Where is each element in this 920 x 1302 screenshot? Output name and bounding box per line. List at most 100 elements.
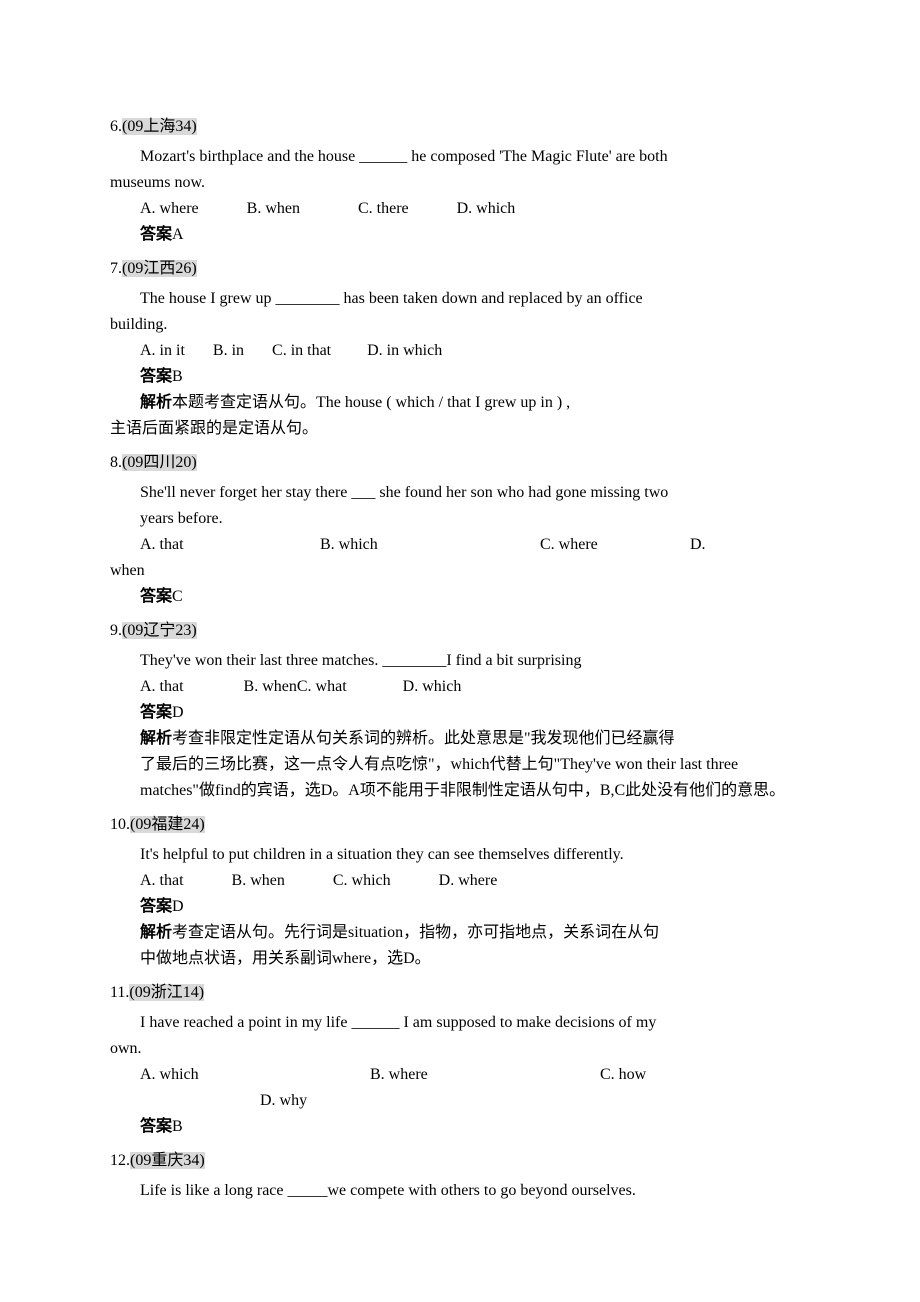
q7-answer-label: 答案 [140, 368, 172, 385]
question-6: 6.(09上海34) Mozart's birthplace and the h… [110, 115, 810, 247]
q7-opt-b: B. in [213, 339, 244, 363]
question-11: 11.(09浙江14) I have reached a point in my… [110, 981, 810, 1139]
q7-answer: 答案B [140, 365, 810, 389]
q10-opt-b: B. when [232, 869, 285, 893]
q9-opt-a: A. that [140, 675, 184, 699]
q11-stem-line1: I have reached a point in my life ______… [140, 1011, 810, 1035]
q7-analysis-line1: 解析本题考查定语从句。The house ( which / that I gr… [140, 391, 810, 415]
q9-answer: 答案D [140, 701, 810, 725]
q9-source-line: 9.(09辽宁23) [110, 619, 810, 643]
q11-opt-a: A. which [140, 1063, 370, 1087]
q10-number: 10. [110, 816, 130, 833]
q11-answer-value: B [172, 1118, 183, 1135]
q9-analysis-label: 解析 [140, 730, 172, 747]
question-10: 10.(09福建24) It's helpful to put children… [110, 813, 810, 971]
q9-source: (09辽宁23) [122, 622, 197, 639]
q6-opt-d: D. which [457, 197, 516, 221]
q8-source: (09四川20) [122, 454, 197, 471]
q7-stem-line2: building. [110, 313, 810, 337]
q8-answer-value: C [172, 588, 183, 605]
q7-opt-c: C. in that [272, 339, 331, 363]
q8-stem-line2: years before. [140, 507, 810, 531]
q9-analysis-line1: 解析考查非限定性定语从句关系词的辨析。此处意思是"我发现他们已经赢得 [140, 727, 810, 751]
q6-source-line: 6.(09上海34) [110, 115, 810, 139]
q10-opt-a: A. that [140, 869, 184, 893]
q7-number: 7. [110, 260, 122, 277]
question-7: 7.(09江西26) The house I grew up ________ … [110, 257, 810, 441]
q8-stem-line1: She'll never forget her stay there ___ s… [140, 481, 810, 505]
q6-options: A. whereB. whenC. thereD. which [140, 197, 810, 221]
q11-options: A. whichB. whereC. how [140, 1063, 810, 1087]
q10-analysis-label: 解析 [140, 924, 172, 941]
q11-answer-label: 答案 [140, 1118, 172, 1135]
q9-stem-line1: They've won their last three matches. __… [140, 649, 810, 673]
q8-options: A. thatB. whichC. whereD. [140, 533, 810, 557]
q6-answer-label: 答案 [140, 226, 172, 243]
q10-options: A. that B. when C. which D. where [140, 869, 810, 893]
q10-opt-c: C. which [333, 869, 391, 893]
question-12: 12.(09重庆34) Life is like a long race ___… [110, 1149, 810, 1203]
q10-source: (09福建24) [130, 816, 205, 833]
page-container: 6.(09上海34) Mozart's birthplace and the h… [0, 0, 920, 1302]
q10-answer-value: D [172, 898, 184, 915]
q10-analysis-line2: 中做地点状语，用关系副词where，选D。 [140, 947, 810, 971]
q6-opt-a: A. where [140, 197, 199, 221]
question-8: 8.(09四川20) She'll never forget her stay … [110, 451, 810, 609]
q7-stem-line1: The house I grew up ________ has been ta… [140, 287, 810, 311]
q6-stem-line2: museums now. [110, 171, 810, 195]
q12-source-line: 12.(09重庆34) [110, 1149, 810, 1173]
q8-opt-c: C. where [540, 533, 690, 557]
q6-number: 6. [110, 118, 122, 135]
q7-opt-d: D. in which [367, 339, 442, 363]
q8-opt-d-wrap: when [110, 559, 810, 583]
q9-analysis-line2: 了最后的三场比赛，这一点令人有点吃惊"，which代替上句"They've wo… [140, 753, 810, 777]
q7-analysis-label: 解析 [140, 394, 172, 411]
q9-number: 9. [110, 622, 122, 639]
q6-stem-line1: Mozart's birthplace and the house ______… [140, 145, 810, 169]
q8-opt-d: D. [690, 533, 706, 557]
q10-answer: 答案D [140, 895, 810, 919]
q7-source: (09江西26) [122, 260, 197, 277]
q10-answer-label: 答案 [140, 898, 172, 915]
q6-answer: 答案A [140, 223, 810, 247]
q7-analysis-line2: 主语后面紧跟的是定语从句。 [110, 417, 810, 441]
q11-source-line: 11.(09浙江14) [110, 981, 810, 1005]
q11-opt-b: B. where [370, 1063, 600, 1087]
q9-answer-value: D [172, 704, 184, 721]
q12-stem-line1: Life is like a long race _____we compete… [140, 1179, 810, 1203]
q7-opt-a: A. in it [140, 339, 185, 363]
q10-analysis-line1: 解析考查定语从句。先行词是situation，指物，亦可指地点，关系词在从句 [140, 921, 810, 945]
q9-analysis-line3: matches"做find的宾语，选D。A项不能用于非限制性定语从句中，B,C此… [140, 779, 810, 803]
q10-analysis-text1: 考查定语从句。先行词是situation，指物，亦可指地点，关系词在从句 [172, 924, 659, 941]
q8-answer-label: 答案 [140, 588, 172, 605]
q9-opt-c: C. what [297, 675, 347, 699]
q6-source: (09上海34) [122, 118, 197, 135]
q12-source: (09重庆34) [130, 1152, 205, 1169]
q11-source: (09浙江14) [129, 984, 204, 1001]
q8-opt-b: B. which [320, 533, 540, 557]
q10-stem-line1: It's helpful to put children in a situat… [140, 843, 810, 867]
q7-source-line: 7.(09江西26) [110, 257, 810, 281]
q8-opt-a: A. that [140, 533, 320, 557]
q8-answer: 答案C [140, 585, 810, 609]
question-9: 9.(09辽宁23) They've won their last three … [110, 619, 810, 803]
q8-source-line: 8.(09四川20) [110, 451, 810, 475]
q11-answer: 答案B [140, 1115, 810, 1139]
q9-opt-d: D. which [403, 675, 462, 699]
q10-opt-d: D. where [439, 869, 498, 893]
q11-stem-line2: own. [110, 1037, 810, 1061]
q6-opt-b: B. when [247, 197, 300, 221]
q9-answer-label: 答案 [140, 704, 172, 721]
q12-number: 12. [110, 1152, 130, 1169]
q7-analysis-text1: 本题考查定语从句。The house ( which / that I grew… [172, 394, 570, 411]
q11-number: 11. [110, 984, 129, 1001]
q7-answer-value: B [172, 368, 183, 385]
q9-opt-b: B. when [244, 675, 297, 699]
q7-options: A. in it B. in C. in that D. in which [140, 339, 810, 363]
q11-opt-d: D. why [260, 1092, 307, 1109]
q10-source-line: 10.(09福建24) [110, 813, 810, 837]
q11-opt-d-wrap: D. why [260, 1089, 810, 1113]
q6-answer-value: A [172, 226, 184, 243]
q9-options: A. that B. whenC. what D. which [140, 675, 810, 699]
q8-number: 8. [110, 454, 122, 471]
